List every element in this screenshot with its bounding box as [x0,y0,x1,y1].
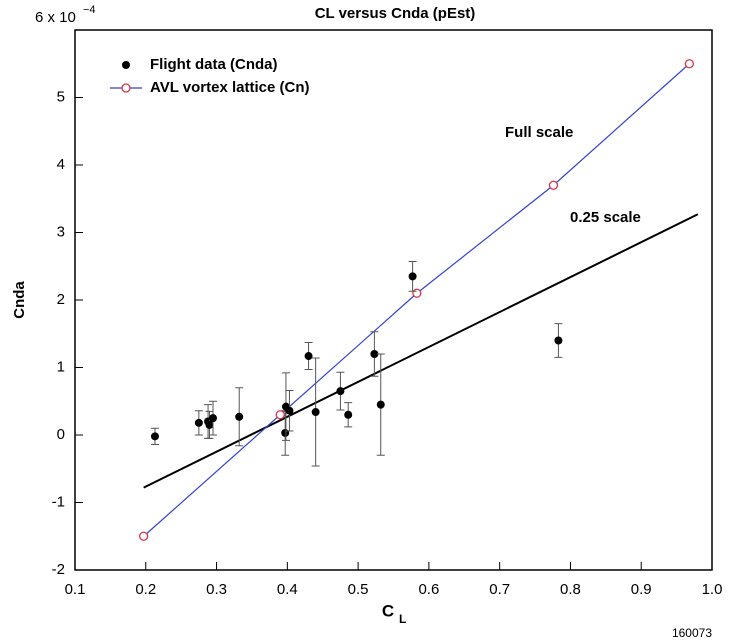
point [194,418,203,427]
marker [275,410,285,420]
footer: 160073 [672,626,712,640]
x-axis-label-subscript: L [399,612,406,626]
y-tick-label: 2 [57,291,65,308]
point [408,272,417,281]
y-tick-label: 5 [57,88,65,105]
point [285,406,294,415]
point [205,420,214,429]
point [235,412,244,421]
point [304,352,313,361]
x-tick-label: 1.0 [702,581,723,598]
x-tick-label: 0.9 [631,581,652,598]
point [336,387,345,396]
y-tick-label: 0 [57,426,65,443]
x-tick-label: 0.3 [206,581,227,598]
fit-line [143,213,699,489]
y-tick-exponent: −4 [83,4,96,16]
legend-label: Flight data (Cnda) [150,56,278,73]
point [311,408,320,417]
annotation: 0.25 scale [570,209,641,226]
x-tick-label: 0.5 [348,581,369,598]
point [150,432,159,441]
y-tick-label: -1 [52,493,65,510]
x-tick-label: 0.2 [135,581,156,598]
x-tick-label: 0.1 [65,581,86,598]
marker [684,59,695,69]
series-line [143,63,690,537]
x-tick-label: 0.6 [418,581,439,598]
marker [139,531,149,541]
chart-title: CL versus Cnda (pEst) [315,5,476,22]
y-tick-label: 3 [57,223,65,240]
point [376,400,385,409]
y-tick-label: 1 [57,358,65,375]
y-tick-label: 4 [57,156,65,173]
x-tick-label: 0.7 [489,581,510,598]
x-axis-label: C [382,601,394,620]
marker [412,288,422,298]
y-axis-label: Cnda [11,281,28,319]
legend-marker [121,83,131,93]
annotation: Full scale [505,124,573,141]
legend-marker [122,61,130,69]
y-tick-label: -2 [52,561,65,578]
point [554,336,563,345]
point [370,350,379,358]
point [281,428,290,437]
y-tick-label: 6 x 10 [35,9,76,26]
legend-label: AVL vortex lattice (Cn) [150,79,309,96]
x-tick-label: 0.4 [277,581,298,598]
marker [548,180,559,190]
plot-frame [74,29,713,571]
point [344,410,353,419]
point [209,414,218,423]
x-tick-label: 0.8 [560,581,581,598]
